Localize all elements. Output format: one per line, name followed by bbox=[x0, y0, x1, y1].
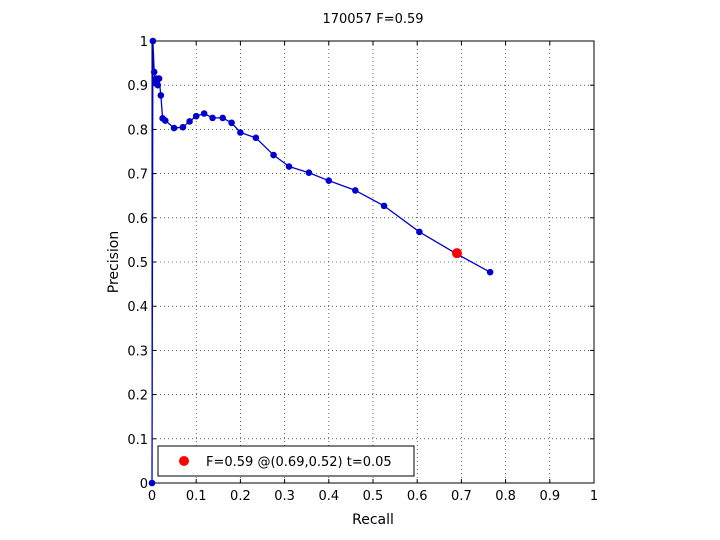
series-point bbox=[179, 123, 187, 131]
series-point bbox=[252, 134, 260, 142]
series-point bbox=[352, 187, 359, 194]
grid-lines bbox=[152, 41, 594, 483]
highlight-layer bbox=[451, 248, 462, 259]
series-point bbox=[186, 118, 193, 125]
x-tick-label: 0.3 bbox=[274, 489, 295, 504]
series-layer bbox=[148, 37, 494, 487]
series-point bbox=[305, 169, 313, 177]
y-tick-label: 0 bbox=[140, 477, 148, 492]
series-point bbox=[486, 268, 494, 276]
series-point bbox=[416, 228, 423, 236]
optimal-point-marker bbox=[451, 248, 462, 259]
y-tick-label: 0.3 bbox=[127, 344, 148, 359]
x-tick-label: 0.6 bbox=[407, 489, 428, 504]
series-point bbox=[150, 68, 158, 76]
series-point bbox=[192, 112, 200, 120]
series-point bbox=[157, 92, 165, 99]
y-tick-label: 0.8 bbox=[127, 123, 148, 138]
x-axis-label: Recall bbox=[352, 512, 394, 528]
legend-marker bbox=[179, 456, 189, 466]
y-tick-label: 0.7 bbox=[127, 168, 148, 183]
legend-label: F=0.59 @(0.69,0.52) t=0.05 bbox=[206, 455, 392, 470]
legend-box bbox=[157, 445, 415, 477]
x-tick-label: 0.2 bbox=[230, 489, 251, 504]
x-tick-label: 0.9 bbox=[539, 489, 560, 504]
x-tick-label: 0.5 bbox=[363, 489, 384, 504]
x-tick-label: 0.1 bbox=[186, 489, 207, 504]
x-tick-labels: 0 0.1 0.2 0.3 0.4 0.5 0.6 0.7 0.8 0.9 1 bbox=[148, 489, 598, 504]
y-tick-label: 0.9 bbox=[127, 79, 148, 94]
series-point bbox=[219, 114, 227, 122]
series-point bbox=[161, 117, 169, 124]
series-point bbox=[200, 110, 208, 117]
series-point bbox=[148, 479, 156, 487]
series-point bbox=[155, 75, 163, 82]
series-point bbox=[154, 81, 162, 89]
x-tick-label: 0 bbox=[148, 489, 156, 504]
series-point bbox=[380, 202, 388, 210]
y-tick-label: 0.1 bbox=[127, 433, 148, 448]
y-tick-label: 1 bbox=[140, 35, 148, 50]
series-point bbox=[285, 163, 293, 170]
series-point bbox=[237, 129, 244, 136]
y-tick-labels: 0 0.1 0.2 0.3 0.4 0.5 0.6 0.7 0.8 0.9 1 bbox=[127, 35, 148, 492]
series-point bbox=[270, 151, 277, 159]
x-tick-label: 0.7 bbox=[451, 489, 472, 504]
chart-title: 170057 F=0.59 bbox=[322, 12, 423, 27]
series-point bbox=[149, 37, 157, 45]
series-point bbox=[170, 124, 178, 132]
series-point bbox=[209, 114, 216, 122]
series-line bbox=[151, 40, 491, 484]
series-point bbox=[325, 177, 333, 184]
x-tick-label: 0.8 bbox=[495, 489, 516, 504]
x-tick-label: 0.4 bbox=[318, 489, 339, 504]
y-tick-label: 0.6 bbox=[127, 212, 148, 227]
x-tick-label: 1 bbox=[590, 489, 598, 504]
legend: F=0.59 @(0.69,0.52) t=0.05 bbox=[157, 445, 415, 477]
y-axis-label: Precision bbox=[106, 231, 122, 293]
series-point bbox=[228, 119, 235, 127]
y-tick-label: 0.4 bbox=[127, 300, 148, 315]
y-tick-label: 0.5 bbox=[127, 256, 148, 271]
y-tick-label: 0.2 bbox=[127, 389, 148, 404]
